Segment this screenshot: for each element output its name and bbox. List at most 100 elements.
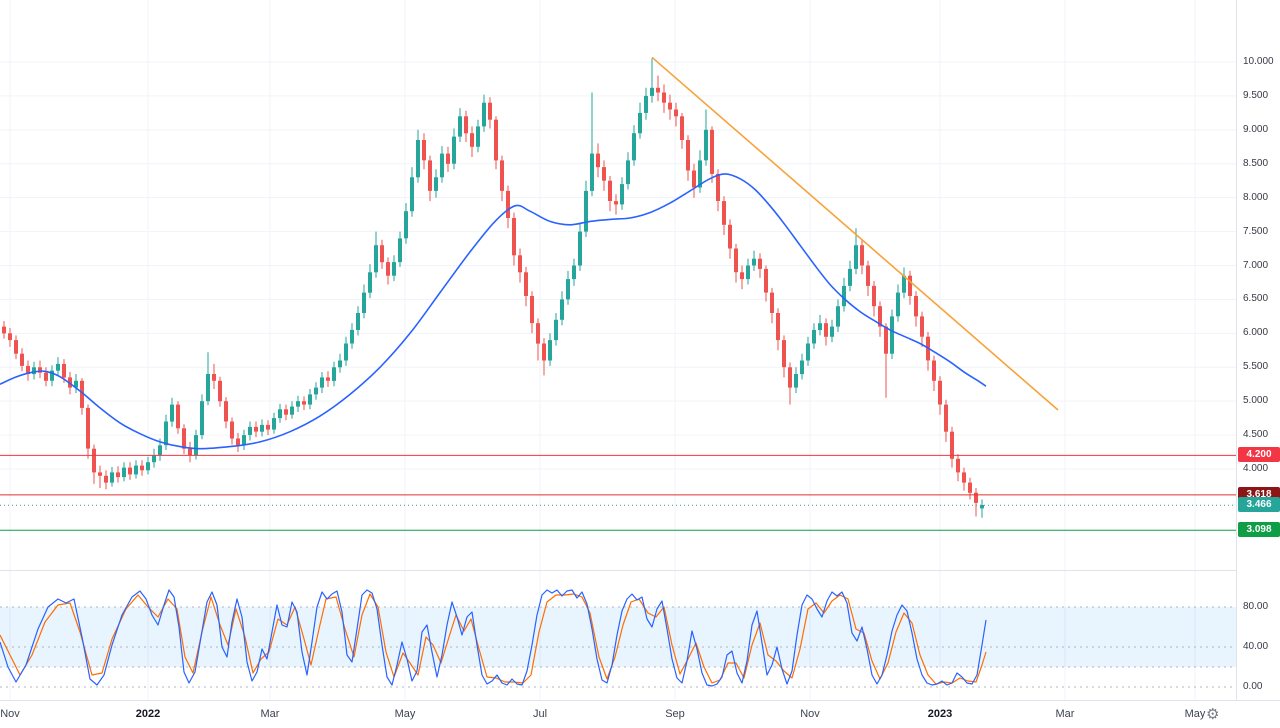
candle-body — [980, 505, 984, 509]
candle-body — [674, 109, 678, 117]
candle-body — [884, 326, 888, 354]
candle-body — [698, 160, 702, 188]
price-axis-label: 8.500 — [1243, 158, 1269, 169]
candle-body — [680, 116, 684, 140]
candle-body — [824, 323, 828, 337]
price-axis-label: 6.000 — [1243, 327, 1269, 338]
ma-line — [0, 173, 987, 450]
candle-body — [536, 323, 540, 344]
candle-body — [338, 360, 342, 368]
candle-body — [764, 268, 768, 293]
candle-body — [890, 316, 894, 354]
time-axis[interactable]: Nov 2022 Mar May Jul Sep Nov 2023 Mar May ⚙ — [0, 700, 1280, 728]
candle-body — [548, 340, 552, 361]
price-axis-label: 9.500 — [1243, 90, 1269, 101]
candle-body — [392, 262, 396, 276]
candle-body — [176, 404, 180, 429]
candle-body — [296, 401, 300, 407]
candle-body — [914, 296, 918, 317]
price-axis[interactable]: 10.000 9.500 9.000 8.500 8.000 7.500 7.000 6.50… — [1236, 0, 1280, 700]
candle-body — [410, 177, 414, 212]
candle-body — [368, 272, 372, 293]
candle-body — [350, 329, 354, 344]
time-axis-label: Mar — [260, 708, 280, 720]
candle-body — [386, 262, 390, 276]
candle-body — [974, 492, 978, 503]
price-level-badge: 3.466 — [1238, 497, 1280, 512]
candle-body — [32, 367, 36, 375]
candle-body — [224, 401, 228, 422]
candle-body — [320, 377, 324, 388]
candle-body — [104, 475, 108, 483]
time-axis-label: Jul — [532, 708, 548, 720]
candle-body — [512, 218, 516, 256]
candle-body — [182, 428, 186, 449]
time-axis-label: May — [394, 708, 416, 720]
candle-body — [632, 133, 636, 161]
candle-body — [272, 418, 276, 430]
candle-body — [500, 160, 504, 191]
candle-body — [158, 445, 162, 456]
candle-body — [542, 343, 546, 361]
candle-body — [860, 245, 864, 266]
price-axis-label: 5.500 — [1243, 361, 1269, 372]
candle-body — [344, 343, 348, 361]
price-level-badge: 3.098 — [1238, 522, 1280, 537]
candle-body — [326, 377, 330, 381]
pane-divider[interactable] — [0, 570, 1280, 571]
candle-body — [758, 258, 762, 269]
candle-body — [464, 116, 468, 134]
candle-body — [404, 211, 408, 239]
candle-body — [938, 380, 942, 405]
candle-body — [806, 343, 810, 361]
candle-body — [200, 401, 204, 436]
stoch-k-line — [0, 589, 987, 687]
candle-body — [662, 92, 666, 103]
candle-body — [692, 170, 696, 188]
candle-body — [164, 421, 168, 446]
chart-plot-area[interactable] — [0, 0, 1236, 700]
candle-body — [260, 424, 264, 432]
candle-body — [878, 306, 882, 327]
candle-body — [284, 409, 288, 415]
candle-body — [560, 299, 564, 320]
candle-body — [230, 421, 234, 439]
candle-body — [908, 275, 912, 296]
candle-body — [452, 136, 456, 164]
candle-body — [374, 245, 378, 273]
settings-icon[interactable]: ⚙ — [1206, 706, 1220, 723]
candle-body — [254, 426, 258, 432]
candle-body — [470, 133, 474, 147]
candle-body — [62, 363, 66, 378]
candle-body — [788, 367, 792, 388]
candle-body — [398, 238, 402, 263]
candle-body — [956, 458, 960, 473]
candle-body — [38, 367, 42, 373]
candle-body — [950, 431, 954, 459]
trendline[interactable] — [651, 56, 1059, 411]
candle-body — [746, 265, 750, 280]
candle-body — [932, 360, 936, 381]
candle-body — [776, 313, 780, 341]
price-axis-label: 9.000 — [1243, 124, 1269, 135]
candle-body — [770, 292, 774, 313]
stoch-axis-label: 80.00 — [1243, 601, 1269, 612]
candle-body — [836, 306, 840, 327]
candle-body — [740, 272, 744, 280]
candle-body — [518, 255, 522, 273]
time-axis-label: Nov — [0, 708, 20, 720]
candle-body — [422, 140, 426, 161]
candle-body — [458, 116, 462, 137]
candle-body — [20, 353, 24, 366]
candle-body — [968, 482, 972, 493]
candle-body — [446, 153, 450, 164]
candle-body — [212, 374, 216, 381]
candle-body — [620, 184, 624, 205]
price-level-badge: 4.200 — [1238, 447, 1280, 462]
candle-body — [896, 292, 900, 317]
candle-body — [668, 102, 672, 110]
candle-body — [608, 180, 612, 201]
candle-body — [140, 465, 144, 471]
candle-body — [602, 167, 606, 181]
candle-body — [116, 472, 120, 478]
